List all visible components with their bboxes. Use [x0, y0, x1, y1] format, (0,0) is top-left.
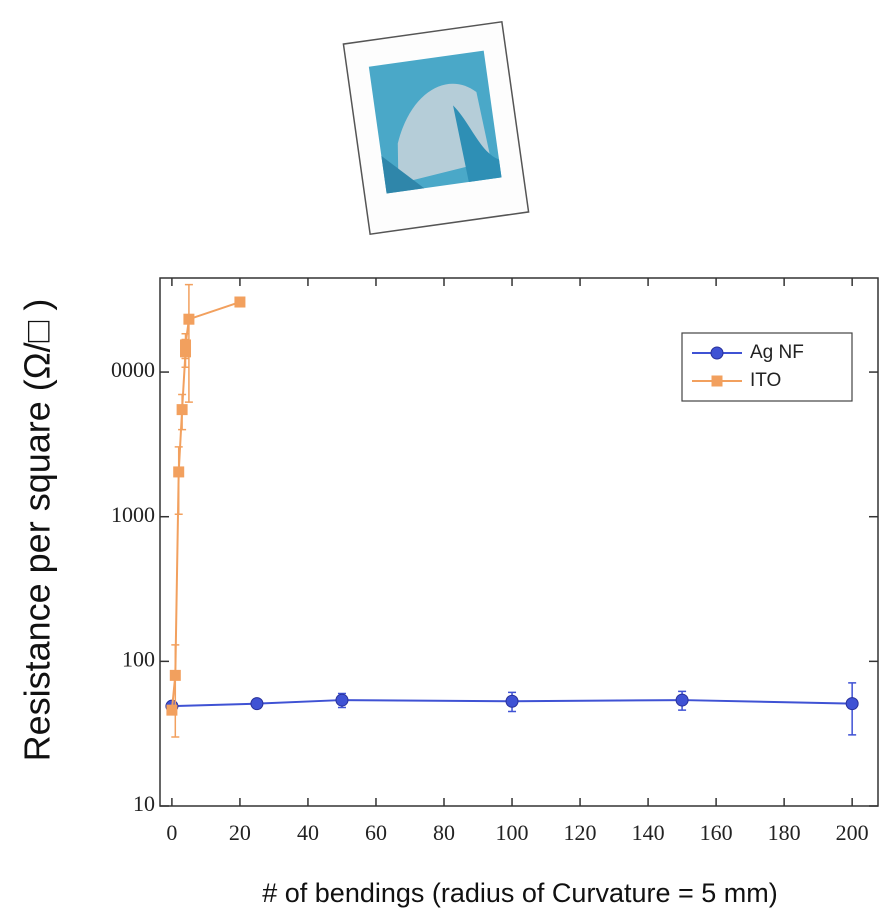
x-tick-label: 160 [700, 820, 733, 845]
plot-frame [159, 277, 879, 807]
legend-label: Ag NF [750, 342, 804, 363]
x-tick-label: 120 [564, 820, 597, 845]
data-point [250, 697, 264, 711]
photo [342, 20, 530, 236]
y-tick-label: 0000 [111, 357, 155, 382]
data-point [675, 693, 689, 707]
x-tick-label: 140 [632, 820, 665, 845]
series [166, 283, 246, 738]
y-axis-label: Resistance per square (Ω/□ ) [17, 299, 58, 762]
data-point [183, 313, 195, 325]
x-tick-label: 100 [496, 820, 529, 845]
data-point [505, 694, 519, 708]
series-line [170, 301, 241, 711]
data-point [180, 339, 192, 351]
x-tick-label: 0 [166, 820, 177, 845]
x-tick-label: 60 [365, 820, 387, 845]
x-tick-label: 40 [297, 820, 319, 845]
data-point [169, 669, 181, 681]
legend-label: ITO [750, 370, 781, 391]
y-tick-label: 100 [122, 646, 155, 671]
data-point [845, 697, 859, 711]
data-point [234, 296, 246, 308]
legend-box [681, 332, 853, 402]
legend-marker [711, 375, 723, 387]
data-point [173, 466, 185, 478]
data-point [166, 704, 178, 716]
data-point [335, 693, 349, 707]
error-bar [174, 446, 183, 515]
y-tick-label: 10 [133, 791, 155, 816]
error-bar [184, 283, 193, 403]
x-axis-label: # of bendings (radius of Curvature = 5 m… [262, 878, 778, 908]
legend-marker [710, 346, 724, 360]
data-point [176, 404, 188, 416]
series-line [171, 699, 853, 708]
x-tick-label: 200 [836, 820, 869, 845]
legend: Ag NF ITO [681, 332, 853, 402]
y-tick-label: 1000 [111, 502, 155, 527]
x-tick-label: 80 [433, 820, 455, 845]
series [165, 682, 859, 736]
x-tick-label: 180 [768, 820, 801, 845]
error-bar [171, 644, 180, 738]
x-tick-label: 20 [229, 820, 251, 845]
